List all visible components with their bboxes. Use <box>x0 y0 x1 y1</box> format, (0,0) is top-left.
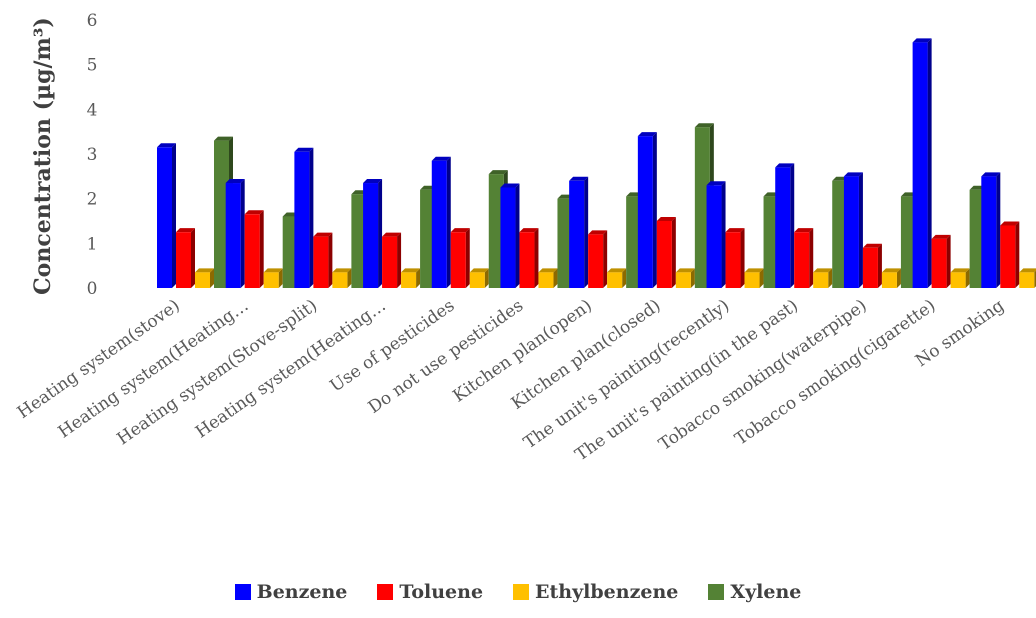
y-axis-ticks: 0 1 2 3 4 5 6 <box>87 11 98 299</box>
bar-benzene-9 <box>775 163 795 288</box>
bar-ethylbenzene-8 <box>744 268 764 288</box>
bars <box>157 38 1036 289</box>
legend-label: Toluene <box>399 581 484 603</box>
legend-label: Benzene <box>256 581 348 603</box>
bar-ethylbenzene-0 <box>195 268 214 288</box>
bar-benzene-0 <box>157 143 176 288</box>
bar-benzene-7 <box>637 132 657 288</box>
bar-ethylbenzene-3 <box>401 268 421 288</box>
y-tick-label: 0 <box>87 279 98 299</box>
bar-ethylbenzene-4 <box>469 268 489 288</box>
bar-ethylbenzene-2 <box>332 268 352 288</box>
y-tick-label: 3 <box>87 145 98 165</box>
legend-item-benzene: Benzene <box>234 581 348 603</box>
bar-ethylbenzene-6 <box>607 268 627 288</box>
category-labels: Heating system(stove)Heating system(Heat… <box>14 296 1008 466</box>
bar-toluene-5 <box>519 228 539 288</box>
bar-benzene-6 <box>569 176 589 288</box>
legend: Benzene Toluene Ethylbenzene Xylene <box>0 581 1036 603</box>
bar-toluene-4 <box>450 228 470 288</box>
legend-swatch <box>234 584 251 600</box>
bar-toluene-11 <box>931 234 951 288</box>
bar-benzene-12 <box>981 172 1001 288</box>
legend-item-ethylbenzene: Ethylbenzene <box>513 581 678 603</box>
bar-ethylbenzene-7 <box>675 268 695 288</box>
bar-ethylbenzene-5 <box>538 268 558 288</box>
legend-item-toluene: Toluene <box>377 581 483 603</box>
legend-swatch <box>513 584 530 600</box>
y-tick-label: 6 <box>87 11 98 31</box>
bar-toluene-2 <box>313 232 333 288</box>
y-tick-label: 1 <box>87 234 98 254</box>
y-tick-label: 5 <box>87 56 98 76</box>
bar-ethylbenzene-11 <box>950 268 970 288</box>
bar-benzene-3 <box>363 179 383 288</box>
bar-benzene-5 <box>500 183 520 288</box>
y-axis-label: Concentration (µg/m³) <box>30 17 56 295</box>
bar-toluene-10 <box>862 243 882 288</box>
legend-swatch <box>708 584 725 600</box>
legend-swatch <box>377 584 394 600</box>
bar-ethylbenzene-12 <box>1019 268 1036 288</box>
legend-label: Xylene <box>730 581 802 603</box>
bar-benzene-4 <box>431 156 451 288</box>
bar-toluene-9 <box>794 228 814 288</box>
bar-benzene-2 <box>294 147 314 288</box>
bar-toluene-6 <box>588 230 608 288</box>
bar-benzene-8 <box>706 181 726 288</box>
legend-item-xylene: Xylene <box>708 581 801 603</box>
bar-toluene-1 <box>244 210 264 288</box>
bar-ethylbenzene-9 <box>813 268 833 288</box>
bar-ethylbenzene-10 <box>881 268 901 288</box>
bar-toluene-3 <box>382 232 402 288</box>
bar-benzene-1 <box>225 179 245 288</box>
bar-toluene-7 <box>656 217 676 288</box>
bar-toluene-0 <box>176 228 195 288</box>
bar-ethylbenzene-1 <box>263 268 283 288</box>
legend-label: Ethylbenzene <box>535 581 679 603</box>
bar-toluene-8 <box>725 228 745 288</box>
y-tick-label: 2 <box>87 190 98 210</box>
bar-benzene-11 <box>912 38 932 289</box>
bar-toluene-12 <box>1000 221 1020 288</box>
bar-benzene-10 <box>843 172 863 288</box>
y-tick-label: 4 <box>87 100 98 120</box>
